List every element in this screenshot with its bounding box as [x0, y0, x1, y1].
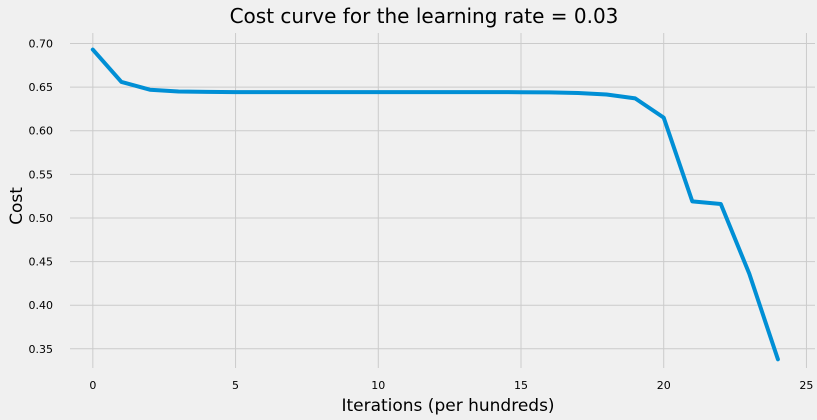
x-tick-label: 25 [799, 379, 813, 392]
y-axis-label: Cost [7, 187, 27, 225]
y-tick-label: 0.60 [29, 125, 54, 138]
chart-title: Cost curve for the learning rate = 0.03 [230, 4, 619, 28]
y-tick-label: 0.45 [29, 256, 54, 269]
series-layer [90, 47, 780, 362]
x-tick-label: 10 [371, 379, 385, 392]
y-tick-label: 0.50 [29, 212, 54, 225]
y-tick-label: 0.65 [29, 81, 54, 94]
y-tick-label: 0.35 [29, 343, 54, 356]
x-tick-label: 20 [657, 379, 671, 392]
grid [70, 33, 815, 368]
cost-series-line [90, 47, 780, 362]
tick-labels: 0 5 10 15 20 25 0.35 0.40 0.45 0.50 0.55 0.60 0.65 0.… [29, 37, 814, 392]
y-tick-label: 0.40 [29, 299, 54, 312]
x-tick-label: 15 [514, 379, 528, 392]
x-tick-label: 0 [89, 379, 96, 392]
x-axis-label: Iterations (per hundreds) [341, 396, 554, 416]
x-tick-label: 5 [232, 379, 239, 392]
y-tick-label: 0.55 [29, 168, 54, 181]
y-tick-label: 0.70 [29, 37, 54, 50]
